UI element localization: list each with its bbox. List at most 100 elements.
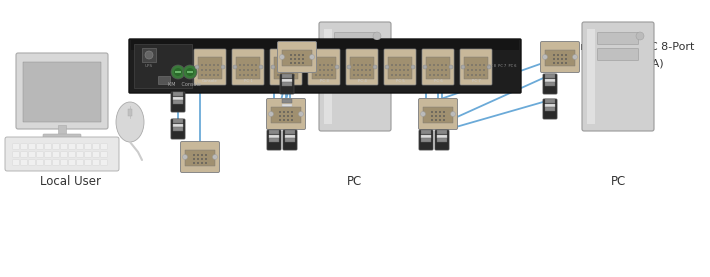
Circle shape (479, 74, 481, 76)
Circle shape (403, 74, 405, 76)
Circle shape (361, 64, 363, 66)
FancyBboxPatch shape (280, 99, 294, 119)
Circle shape (193, 162, 195, 164)
FancyBboxPatch shape (21, 160, 27, 165)
Circle shape (277, 64, 279, 66)
Circle shape (323, 64, 324, 66)
Circle shape (331, 64, 333, 66)
Circle shape (309, 65, 313, 69)
Bar (173, 124, 183, 127)
FancyBboxPatch shape (543, 74, 557, 94)
Circle shape (323, 69, 324, 71)
Circle shape (189, 71, 191, 73)
Circle shape (487, 65, 491, 69)
Bar (421, 130, 431, 134)
Circle shape (195, 65, 199, 69)
Circle shape (467, 74, 469, 76)
Bar (58, 125, 66, 137)
Text: PC 7: PC 7 (471, 79, 481, 83)
Circle shape (435, 119, 437, 121)
Circle shape (205, 69, 207, 71)
Circle shape (283, 115, 285, 117)
FancyBboxPatch shape (21, 144, 27, 149)
Circle shape (561, 54, 563, 56)
Circle shape (233, 65, 237, 69)
Circle shape (183, 65, 197, 79)
Circle shape (433, 69, 435, 71)
Bar (185, 150, 215, 166)
Circle shape (201, 74, 203, 76)
Bar (274, 57, 298, 79)
FancyBboxPatch shape (334, 32, 376, 45)
Circle shape (445, 69, 447, 71)
Circle shape (281, 74, 283, 76)
Circle shape (212, 155, 217, 160)
Circle shape (395, 74, 397, 76)
Circle shape (431, 119, 433, 121)
Bar (158, 76, 170, 84)
Bar (437, 135, 447, 138)
Bar (545, 107, 555, 111)
Circle shape (285, 64, 287, 66)
Circle shape (391, 64, 393, 66)
FancyBboxPatch shape (101, 144, 107, 149)
Circle shape (205, 74, 207, 76)
FancyBboxPatch shape (278, 42, 317, 73)
Bar (269, 138, 279, 142)
FancyBboxPatch shape (460, 49, 492, 85)
Circle shape (186, 68, 194, 76)
Bar (282, 74, 292, 78)
Circle shape (408, 69, 409, 71)
Circle shape (471, 69, 473, 71)
Circle shape (471, 74, 473, 76)
Circle shape (277, 69, 279, 71)
Circle shape (287, 111, 289, 113)
Bar (198, 57, 222, 79)
Circle shape (561, 58, 563, 60)
Circle shape (289, 74, 291, 76)
Circle shape (287, 119, 289, 121)
Bar (545, 50, 575, 66)
Circle shape (293, 64, 295, 66)
Bar (173, 97, 183, 100)
Circle shape (213, 69, 215, 71)
Bar (324, 29, 332, 124)
Circle shape (287, 115, 289, 117)
Text: Local User: Local User (40, 175, 101, 188)
Circle shape (268, 112, 273, 117)
FancyBboxPatch shape (60, 160, 67, 165)
Circle shape (191, 71, 193, 73)
Circle shape (293, 69, 295, 71)
Bar (23, 62, 101, 122)
FancyBboxPatch shape (84, 160, 92, 165)
Bar (134, 44, 192, 88)
Circle shape (471, 64, 473, 66)
Circle shape (553, 58, 555, 60)
Circle shape (205, 64, 207, 66)
Circle shape (565, 54, 567, 56)
Circle shape (179, 71, 181, 73)
Circle shape (553, 62, 555, 64)
FancyBboxPatch shape (77, 152, 83, 157)
Bar (464, 57, 488, 79)
FancyBboxPatch shape (21, 152, 27, 157)
Circle shape (298, 62, 300, 64)
Bar (587, 29, 595, 124)
Bar (173, 119, 183, 123)
Circle shape (553, 54, 555, 56)
Circle shape (430, 64, 431, 66)
Circle shape (408, 74, 409, 76)
Bar (282, 99, 292, 103)
Circle shape (479, 69, 481, 71)
Circle shape (361, 74, 363, 76)
Circle shape (239, 74, 241, 76)
Circle shape (365, 69, 367, 71)
FancyBboxPatch shape (101, 160, 107, 165)
Circle shape (445, 64, 447, 66)
Bar (282, 50, 312, 66)
Circle shape (280, 55, 285, 60)
FancyBboxPatch shape (598, 32, 638, 45)
Circle shape (331, 74, 333, 76)
Circle shape (542, 55, 547, 60)
Circle shape (310, 55, 315, 60)
